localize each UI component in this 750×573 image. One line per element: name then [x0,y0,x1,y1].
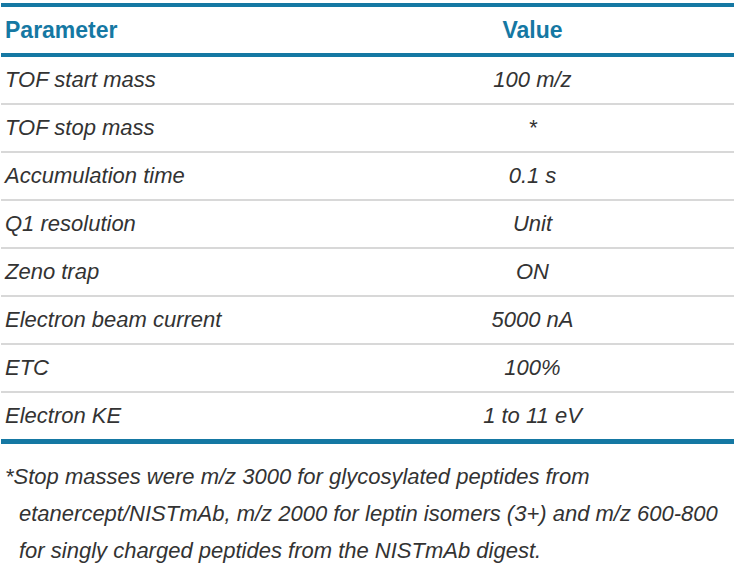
parameter-cell: Q1 resolution [1,200,331,248]
parameter-cell: TOF start mass [1,55,331,104]
value-cell: 100% [331,344,734,392]
table-body: TOF start mass 100 m/z TOF stop mass * A… [1,55,734,442]
parameter-cell: ETC [1,344,331,392]
value-cell: Unit [331,200,734,248]
table-header: Parameter Value [1,5,734,55]
document-page: Parameter Value TOF start mass 100 m/z T… [0,0,750,570]
parameter-cell: Electron beam current [1,296,331,344]
parameter-cell: TOF stop mass [1,104,331,152]
parameter-cell: Accumulation time [1,152,331,200]
value-cell: 100 m/z [331,55,734,104]
table-row: TOF start mass 100 m/z [1,55,734,104]
parameter-cell: Zeno trap [1,248,331,296]
table-row: Zeno trap ON [1,248,734,296]
table-row: Q1 resolution Unit [1,200,734,248]
value-cell: ON [331,248,734,296]
value-cell: 1 to 11 eV [331,392,734,442]
table-row: Accumulation time 0.1 s [1,152,734,200]
parameters-table: Parameter Value TOF start mass 100 m/z T… [1,3,734,444]
value-cell: 0.1 s [331,152,734,200]
parameter-column-header: Parameter [1,5,331,55]
value-cell: 5000 nA [331,296,734,344]
table-row: Electron beam current 5000 nA [1,296,734,344]
table-row: Electron KE 1 to 11 eV [1,392,734,442]
table-row: ETC 100% [1,344,734,392]
footnote: *Stop masses were m/z 3000 for glycosyla… [3,459,731,570]
table-row: TOF stop mass * [1,104,734,152]
header-row: Parameter Value [1,5,734,55]
value-cell: * [331,104,734,152]
parameter-cell: Electron KE [1,392,331,442]
value-column-header: Value [331,5,734,55]
